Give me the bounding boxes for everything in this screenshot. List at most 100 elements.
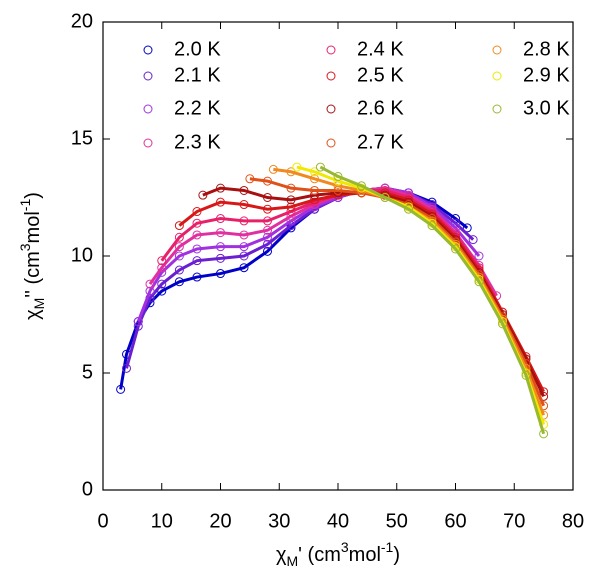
data-point bbox=[174, 265, 184, 275]
data-point bbox=[216, 183, 225, 193]
data-point bbox=[380, 193, 390, 202]
x-tick-label: 10 bbox=[151, 510, 173, 532]
data-point bbox=[157, 263, 167, 273]
data-point bbox=[239, 185, 249, 195]
data-point bbox=[192, 230, 202, 240]
data-point bbox=[116, 384, 126, 394]
y-tick-label: 5 bbox=[82, 361, 93, 383]
data-point bbox=[145, 279, 155, 289]
legend-marker bbox=[143, 45, 153, 55]
data-point bbox=[263, 216, 272, 226]
legend-marker bbox=[326, 45, 336, 55]
legend-marker bbox=[492, 104, 502, 114]
data-point bbox=[174, 251, 184, 261]
data-point bbox=[133, 321, 143, 331]
data-point bbox=[263, 239, 272, 249]
legend-label: 2.4 K bbox=[357, 38, 404, 60]
legend-marker bbox=[326, 71, 336, 81]
axis-label-part: M bbox=[31, 298, 47, 310]
data-point bbox=[404, 204, 413, 214]
legend-marker bbox=[326, 138, 336, 148]
legend-label: 2.3 K bbox=[174, 131, 221, 153]
legend-marker bbox=[143, 104, 153, 114]
y-tick-label: 15 bbox=[71, 127, 93, 149]
axis-label-part: ) bbox=[22, 192, 44, 199]
data-point bbox=[310, 185, 319, 195]
legend-marker bbox=[326, 104, 336, 114]
data-point bbox=[286, 202, 296, 212]
data-point bbox=[333, 188, 343, 198]
axis-label-part: mol bbox=[22, 211, 44, 243]
legend-marker bbox=[143, 138, 153, 148]
data-point bbox=[192, 272, 202, 282]
data-point bbox=[498, 319, 507, 329]
x-tick-label: 60 bbox=[444, 510, 466, 532]
data-point bbox=[239, 200, 249, 210]
y-tick-label: 0 bbox=[82, 478, 93, 500]
data-point bbox=[357, 181, 366, 191]
x-tick-label: 40 bbox=[327, 510, 349, 532]
fit-line bbox=[148, 186, 498, 297]
fit-line bbox=[160, 188, 504, 313]
data-point bbox=[239, 216, 249, 226]
axis-label-part: -1 bbox=[381, 539, 394, 555]
data-point bbox=[315, 162, 325, 172]
data-point bbox=[539, 429, 549, 439]
legend-label: 2.5 K bbox=[357, 64, 404, 86]
data-point bbox=[333, 171, 343, 181]
data-point bbox=[286, 195, 296, 205]
axis-label-part: M bbox=[286, 553, 298, 569]
axis-label-part: χ bbox=[22, 309, 44, 320]
legend-label: 2.2 K bbox=[174, 97, 221, 119]
axis-label-part: 3 bbox=[17, 243, 33, 251]
axis-label-part: ' (cm bbox=[298, 544, 341, 566]
data-point bbox=[292, 162, 302, 172]
data-point bbox=[462, 223, 472, 233]
legend-label: 2.1 K bbox=[174, 64, 221, 86]
data-point bbox=[174, 277, 184, 287]
axis-label-part: ) bbox=[393, 544, 400, 566]
data-point bbox=[174, 242, 184, 252]
axis-label-part: -1 bbox=[17, 199, 33, 212]
axis-label-part: 3 bbox=[341, 539, 349, 555]
data-point bbox=[192, 256, 202, 266]
data-point bbox=[174, 221, 184, 231]
data-point bbox=[245, 174, 255, 184]
data-point bbox=[268, 164, 278, 174]
y-tick-label: 20 bbox=[71, 10, 93, 32]
legend-marker bbox=[492, 71, 502, 81]
legend-marker bbox=[492, 45, 502, 55]
legend-label: 2.6 K bbox=[357, 97, 404, 119]
data-point bbox=[174, 232, 184, 242]
legend-label: 2.9 K bbox=[523, 64, 570, 86]
data-point bbox=[216, 214, 225, 224]
legend-label: 2.7 K bbox=[357, 131, 404, 153]
data-point bbox=[239, 251, 249, 261]
data-point bbox=[263, 225, 272, 235]
data-point bbox=[192, 244, 202, 254]
data-point bbox=[157, 279, 167, 289]
data-point bbox=[192, 218, 202, 228]
data-point bbox=[263, 232, 272, 242]
x-tick-label: 0 bbox=[97, 510, 108, 532]
data-point bbox=[239, 263, 249, 273]
data-point bbox=[198, 190, 208, 200]
data-point bbox=[239, 242, 249, 252]
data-point bbox=[216, 197, 225, 207]
data-point bbox=[216, 269, 225, 279]
data-point bbox=[216, 253, 225, 263]
data-point bbox=[521, 370, 531, 380]
data-point bbox=[239, 230, 249, 240]
legend-marker bbox=[143, 71, 153, 81]
data-point bbox=[263, 204, 272, 214]
data-point bbox=[474, 277, 484, 287]
data-point bbox=[157, 256, 167, 266]
y-axis-label: χM'' (cm3mol-1) bbox=[17, 192, 47, 320]
data-point bbox=[263, 193, 272, 202]
data-point bbox=[122, 363, 131, 373]
data-point bbox=[474, 251, 484, 261]
legend-label: 2.0 K bbox=[174, 38, 221, 60]
x-tick-label: 30 bbox=[268, 510, 290, 532]
